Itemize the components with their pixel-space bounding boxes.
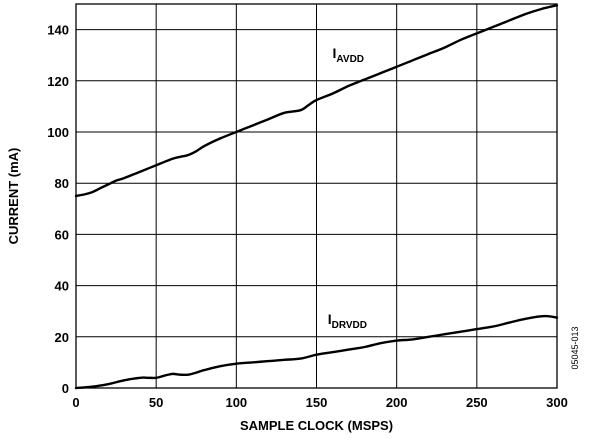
series-line-avdd bbox=[74, 4, 559, 198]
x-tick-label-250: 250 bbox=[466, 395, 488, 410]
grid-lines bbox=[76, 4, 557, 388]
y-tick-label-0: 0 bbox=[62, 381, 69, 396]
y-tick-label-120: 120 bbox=[47, 74, 69, 89]
data-series bbox=[74, 4, 559, 390]
series-label-drvdd: IDRVDD bbox=[328, 311, 367, 331]
figure-id: 05045-013 bbox=[570, 326, 580, 369]
plot-frame bbox=[75, 3, 558, 389]
x-tick-label-300: 300 bbox=[546, 395, 568, 410]
y-tick-label-100: 100 bbox=[47, 125, 69, 140]
y-tick-label-40: 40 bbox=[55, 279, 69, 294]
y-axis-label: CURRENT (mA) bbox=[6, 148, 21, 245]
series-label-avdd: IAVDD bbox=[333, 45, 364, 65]
y-tick-label-60: 60 bbox=[55, 227, 69, 242]
x-tick-label-100: 100 bbox=[225, 395, 247, 410]
y-tick-label-140: 140 bbox=[47, 23, 69, 38]
x-tick-label-200: 200 bbox=[386, 395, 408, 410]
x-tick-label-150: 150 bbox=[306, 395, 328, 410]
tick-labels: 0 50 100 150 200 250 300 0 20 40 60 80 100 120 140 bbox=[47, 23, 568, 410]
series-label-main: I bbox=[328, 311, 332, 327]
y-tick-label-80: 80 bbox=[55, 176, 69, 191]
series-label-sub: AVDD bbox=[336, 54, 364, 65]
y-tick-label-20: 20 bbox=[55, 330, 69, 345]
x-axis-label: SAMPLE CLOCK (MSPS) bbox=[240, 418, 393, 433]
series-label-sub: DRVDD bbox=[332, 320, 367, 331]
series-line-drvdd bbox=[74, 314, 559, 390]
x-tick-label-50: 50 bbox=[149, 395, 163, 410]
x-tick-label-0: 0 bbox=[72, 395, 79, 410]
series-label-main: I bbox=[333, 45, 337, 61]
